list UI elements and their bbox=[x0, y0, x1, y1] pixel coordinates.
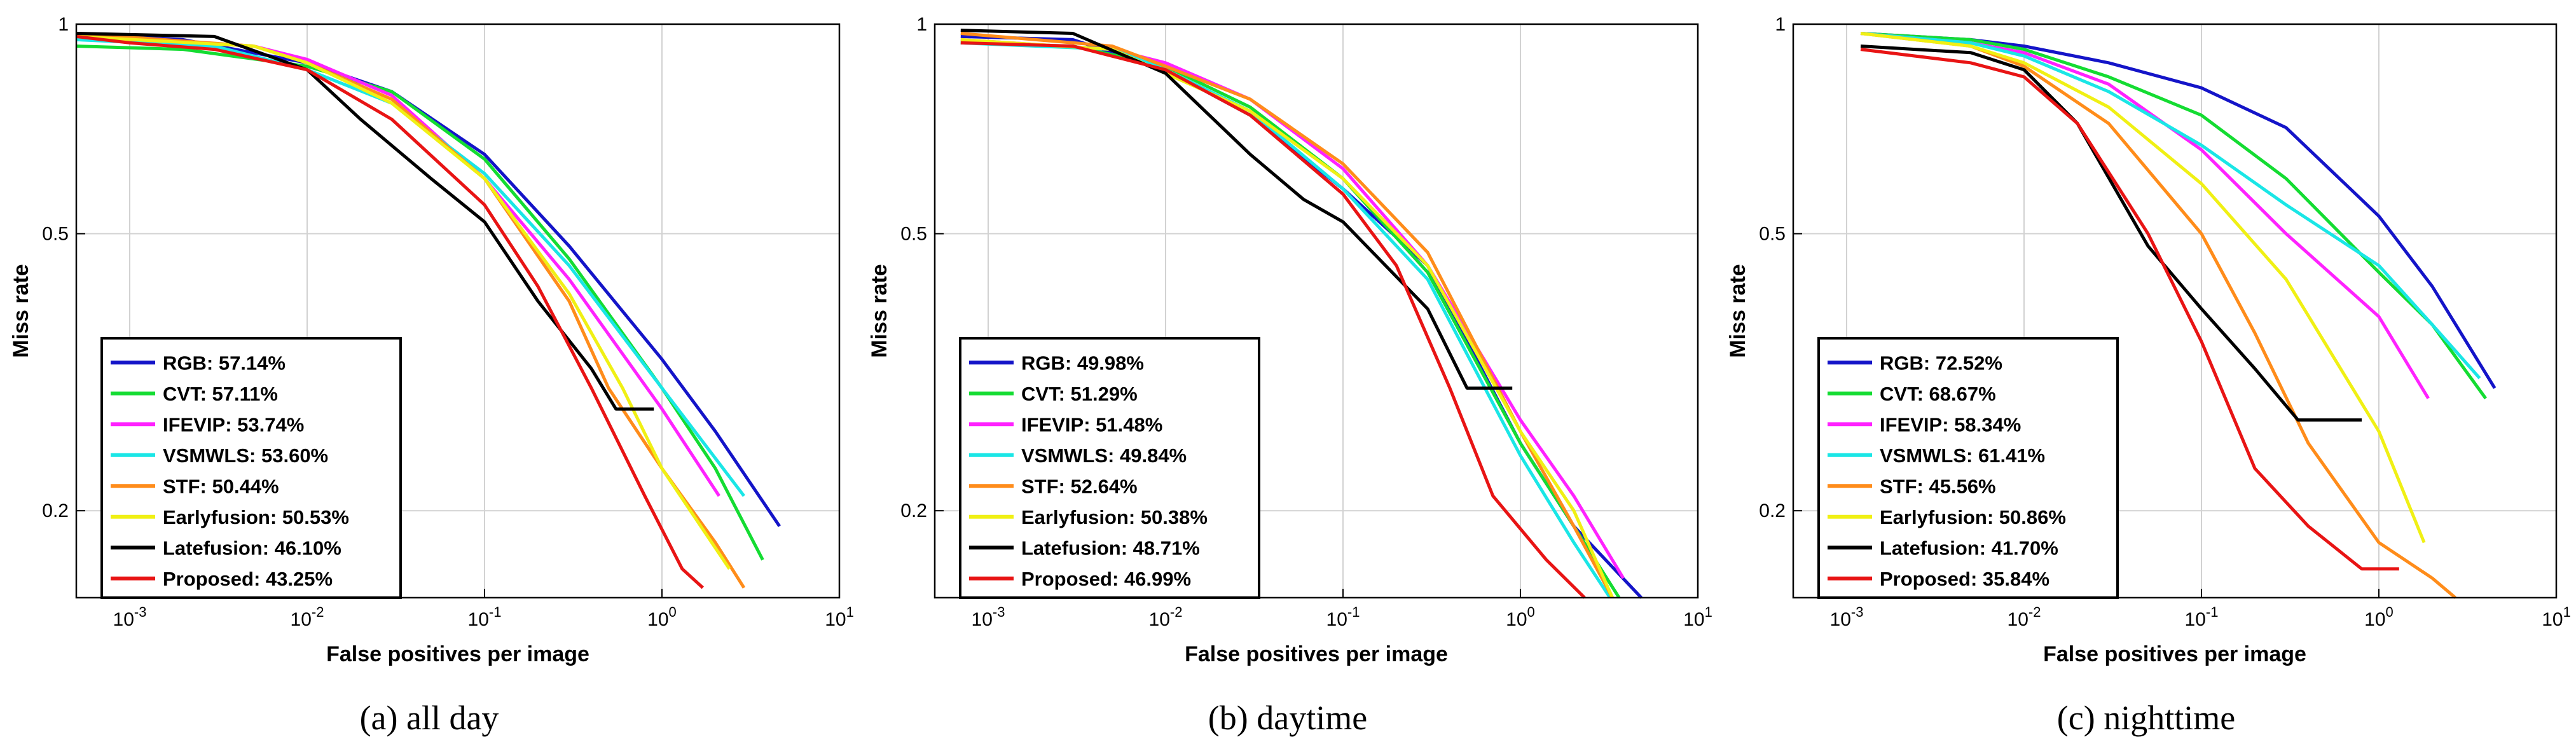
legend-entry-proposed: Proposed: 35.84% bbox=[1880, 568, 2049, 590]
legend-entry-earlyfusion: Earlyfusion: 50.38% bbox=[1021, 506, 1208, 528]
x-tick-label: 10-2 bbox=[291, 604, 324, 630]
series-line-latefusion bbox=[1860, 45, 2362, 422]
x-tick-label: 10-2 bbox=[1149, 604, 1183, 630]
legend-entry-ifevip: IFEVIP: 58.34% bbox=[1880, 413, 2021, 436]
series-line-stf bbox=[960, 32, 1614, 599]
chart-caption: (a) all day bbox=[359, 699, 499, 737]
x-tick-label: 100 bbox=[1506, 604, 1535, 630]
legend-entry-latefusion: Latefusion: 48.71% bbox=[1021, 537, 1200, 559]
y-tick-label: 0.5 bbox=[900, 224, 927, 245]
legend-entry-vsmwls: VSMWLS: 49.84% bbox=[1021, 444, 1187, 467]
x-tick-label: 101 bbox=[2542, 604, 2571, 630]
legend-entry-rgb: RGB: 57.14% bbox=[163, 352, 286, 374]
legend-entry-earlyfusion: Earlyfusion: 50.86% bbox=[1880, 506, 2066, 528]
chart-panel-all-day: 10-3 10-2 10-1 100 101 0.2 0.5 1 False positives… bbox=[0, 0, 858, 756]
x-axis-label: False positives per image bbox=[1185, 642, 1448, 666]
x-axis-label: False positives per image bbox=[326, 642, 589, 666]
y-tick-label: 1 bbox=[1775, 14, 1786, 35]
series-line-proposed bbox=[1860, 48, 2399, 571]
y-tick-label: 1 bbox=[916, 14, 927, 35]
y-axis-label: Miss rate bbox=[9, 264, 33, 357]
legend-entry-proposed: Proposed: 43.25% bbox=[163, 568, 333, 590]
x-tick-label: 10-2 bbox=[2008, 604, 2041, 630]
y-axis-label: Miss rate bbox=[867, 264, 892, 357]
legend-entry-rgb: RGB: 72.52% bbox=[1880, 352, 2002, 374]
x-tick-label: 10-1 bbox=[2185, 604, 2219, 630]
axes-frame bbox=[75, 23, 841, 599]
legend-box bbox=[959, 337, 1260, 599]
legend-entry-latefusion: Latefusion: 46.10% bbox=[163, 537, 341, 559]
x-tick-label: 101 bbox=[825, 604, 854, 630]
x-axis-label: False positives per image bbox=[2043, 642, 2306, 666]
x-tick-label: 100 bbox=[2364, 604, 2393, 630]
series-line-vsmwls bbox=[1860, 32, 2481, 380]
series-line-latefusion bbox=[960, 29, 1513, 390]
x-tick-label: 10-1 bbox=[468, 604, 502, 630]
legend-box bbox=[1817, 337, 2119, 599]
legend-entry-earlyfusion: Earlyfusion: 50.53% bbox=[163, 506, 349, 528]
y-tick-label: 0.2 bbox=[42, 500, 69, 521]
legend-entry-ifevip: IFEVIP: 51.48% bbox=[1021, 413, 1162, 436]
legend-box bbox=[100, 337, 402, 599]
y-tick-label: 1 bbox=[58, 14, 69, 35]
y-tick-label: 0.5 bbox=[1759, 224, 1786, 245]
series-line-proposed bbox=[76, 34, 704, 589]
x-tick-label: 100 bbox=[647, 604, 677, 630]
legend-entry-cvt: CVT: 57.11% bbox=[163, 383, 278, 405]
chart-panel-nighttime: 10-3 10-2 10-1 100 101 0.2 0.5 1 False positives… bbox=[1717, 0, 2575, 756]
series-line-proposed bbox=[960, 41, 1586, 599]
x-tick-label: 10-1 bbox=[1326, 604, 1360, 630]
miss-rate-chart-nighttime: 10-3 10-2 10-1 100 101 0.2 0.5 1 False positives… bbox=[1726, 14, 2571, 666]
legend-entry-vsmwls: VSMWLS: 53.60% bbox=[163, 444, 328, 467]
y-tick-label: 0.2 bbox=[1759, 500, 1786, 521]
chart-panel-daytime: 10-3 10-2 10-1 100 101 0.2 0.5 1 False positives… bbox=[858, 0, 1717, 756]
axes-frame bbox=[933, 23, 1699, 599]
x-tick-label: 10-3 bbox=[113, 604, 147, 630]
series-line-earlyfusion bbox=[1860, 32, 2426, 544]
x-tick-label: 101 bbox=[1683, 604, 1712, 630]
x-tick-label: 10-3 bbox=[972, 604, 1005, 630]
legend-entry-stf: STF: 50.44% bbox=[163, 475, 279, 497]
x-tick-label: 10-3 bbox=[1830, 604, 1864, 630]
series-line-cvt bbox=[76, 45, 764, 561]
legend-entry-cvt: CVT: 68.67% bbox=[1880, 383, 1996, 405]
y-tick-label: 0.5 bbox=[42, 224, 69, 245]
legend-entry-stf: STF: 45.56% bbox=[1880, 475, 1996, 497]
series-line-stf bbox=[1860, 32, 2456, 599]
legend-entry-stf: STF: 52.64% bbox=[1021, 475, 1138, 497]
series-line-latefusion bbox=[76, 32, 654, 411]
y-tick-label: 0.2 bbox=[900, 500, 927, 521]
chart-caption: (b) daytime bbox=[1208, 699, 1368, 737]
series-line-earlyfusion bbox=[76, 34, 731, 570]
legend-entry-proposed: Proposed: 46.99% bbox=[1021, 568, 1191, 590]
axes-frame bbox=[1792, 23, 2558, 599]
legend-entry-ifevip: IFEVIP: 53.74% bbox=[163, 413, 304, 436]
y-axis-label: Miss rate bbox=[1726, 264, 1750, 357]
legend-entry-rgb: RGB: 49.98% bbox=[1021, 352, 1144, 374]
miss-rate-chart-daytime: 10-3 10-2 10-1 100 101 0.2 0.5 1 False positives… bbox=[867, 14, 1712, 666]
miss-rate-chart-all-day: 10-3 10-2 10-1 100 101 0.2 0.5 1 False positives… bbox=[9, 14, 854, 666]
legend-entry-vsmwls: VSMWLS: 61.41% bbox=[1880, 444, 2045, 467]
chart-caption: (c) nighttime bbox=[2056, 699, 2236, 737]
legend-entry-cvt: CVT: 51.29% bbox=[1021, 383, 1138, 405]
legend-entry-latefusion: Latefusion: 41.70% bbox=[1880, 537, 2058, 559]
